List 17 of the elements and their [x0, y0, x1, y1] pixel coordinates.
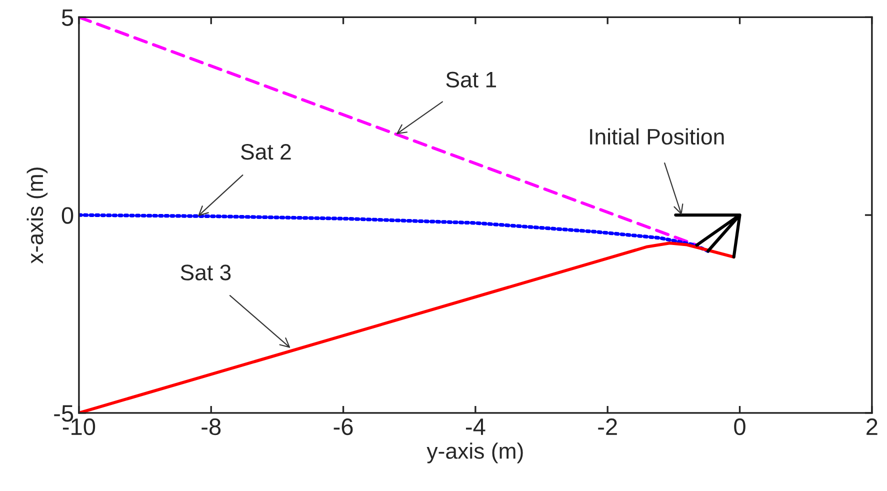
x-tick-label: 2: [866, 418, 878, 435]
line-series: [78, 213, 710, 253]
x-tick-label: -4: [466, 418, 486, 435]
annotation: Sat 1: [446, 72, 496, 88]
line-series: [674, 214, 742, 259]
y-axis-title: x-axis (m): [26, 168, 48, 264]
annotation: Sat 2: [241, 144, 291, 160]
x-axis-title: y-axis (m): [426, 442, 523, 464]
x-tick-label: 0: [734, 418, 746, 436]
x-tick-label: -6: [334, 418, 353, 436]
annotation: Initial Position: [590, 128, 724, 145]
x-tick-label: -2: [598, 418, 617, 435]
y-tick-label: 5: [62, 9, 74, 26]
x-tick-label: -8: [202, 418, 221, 436]
line-series: [78, 242, 736, 413]
y-tick-label: 0: [62, 207, 74, 224]
annotation: Sat 3: [180, 264, 231, 280]
